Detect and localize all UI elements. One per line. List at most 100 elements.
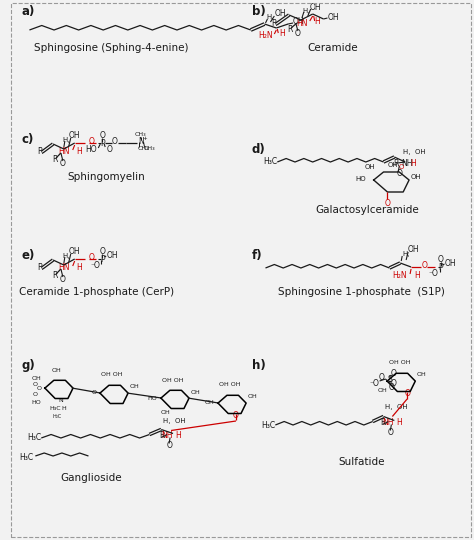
Text: R: R xyxy=(37,264,43,273)
Text: OH: OH xyxy=(106,252,118,260)
Text: H: H xyxy=(175,431,181,440)
Text: O: O xyxy=(384,199,391,207)
Text: H₃C: H₃C xyxy=(49,406,61,410)
Text: H: H xyxy=(279,30,285,38)
Text: O: O xyxy=(389,382,394,392)
Text: HO: HO xyxy=(147,395,157,401)
Text: H₂N: H₂N xyxy=(392,272,407,280)
Text: P: P xyxy=(100,254,105,264)
Text: OH: OH xyxy=(411,174,422,180)
Text: P: P xyxy=(100,138,105,147)
Text: ⁻O: ⁻O xyxy=(428,269,438,279)
Text: H₃C: H₃C xyxy=(19,454,34,462)
Text: R: R xyxy=(287,25,292,35)
Text: CH₃: CH₃ xyxy=(144,146,155,152)
Text: O: O xyxy=(32,392,37,396)
Text: O: O xyxy=(295,30,301,38)
Text: O: O xyxy=(99,132,105,140)
Text: H,: H, xyxy=(303,8,310,14)
Text: OH: OH xyxy=(445,260,456,268)
Text: OH: OH xyxy=(69,247,81,256)
Text: OH OH: OH OH xyxy=(219,382,241,388)
Text: H: H xyxy=(414,271,420,280)
Text: H: H xyxy=(62,406,66,410)
Text: OH: OH xyxy=(274,10,286,18)
Text: H: H xyxy=(77,262,82,272)
Text: O: O xyxy=(166,441,172,450)
Text: R: R xyxy=(381,418,386,427)
Text: H₃C: H₃C xyxy=(262,421,276,429)
Text: Sphingomyelin: Sphingomyelin xyxy=(67,172,145,182)
Text: CH₃: CH₃ xyxy=(137,146,149,152)
Text: H: H xyxy=(315,17,320,26)
Text: H₃C: H₃C xyxy=(264,158,278,166)
Text: Sphingosine 1-phosphate  (S1P): Sphingosine 1-phosphate (S1P) xyxy=(278,287,445,297)
Text: e): e) xyxy=(22,248,35,261)
Text: O: O xyxy=(36,387,41,392)
Text: H,: H, xyxy=(402,251,410,257)
Text: c): c) xyxy=(22,133,34,146)
Text: ⁻O: ⁻O xyxy=(370,379,380,388)
Text: P: P xyxy=(438,262,443,272)
Text: Sulfatide: Sulfatide xyxy=(338,457,385,467)
Text: HO: HO xyxy=(86,145,97,153)
Text: O: O xyxy=(60,159,66,168)
Text: OH: OH xyxy=(248,395,257,400)
Text: OH: OH xyxy=(130,384,139,389)
Text: HN: HN xyxy=(58,264,70,273)
Text: R: R xyxy=(37,147,43,157)
Text: HN: HN xyxy=(58,147,70,157)
Text: O: O xyxy=(106,145,112,153)
Text: O: O xyxy=(422,260,428,269)
Text: OH: OH xyxy=(52,368,62,373)
Text: H,: H, xyxy=(266,14,274,20)
Text: O: O xyxy=(233,411,239,421)
Text: O: O xyxy=(438,255,444,265)
Text: O: O xyxy=(404,389,410,399)
Text: h): h) xyxy=(252,359,265,372)
Text: H: H xyxy=(396,418,402,427)
Text: R: R xyxy=(272,19,277,29)
Text: OH: OH xyxy=(328,12,339,22)
Text: S: S xyxy=(387,375,392,383)
Text: O: O xyxy=(99,247,105,256)
Text: H,  OH: H, OH xyxy=(385,404,408,410)
Text: H,  OH: H, OH xyxy=(403,149,426,155)
Text: HO: HO xyxy=(31,400,41,404)
Text: H,: H, xyxy=(62,253,69,259)
Text: OH: OH xyxy=(191,389,201,395)
Text: OH: OH xyxy=(365,164,376,170)
Text: O: O xyxy=(89,253,94,261)
Text: OH: OH xyxy=(378,388,387,394)
Text: H: H xyxy=(410,159,416,168)
Text: OH: OH xyxy=(310,3,321,11)
Text: OH: OH xyxy=(408,246,420,254)
Text: H₃C: H₃C xyxy=(27,434,42,442)
Text: +: + xyxy=(142,136,147,140)
Text: OH: OH xyxy=(417,373,427,377)
Text: O: O xyxy=(379,373,384,381)
Text: NH: NH xyxy=(401,159,413,168)
Text: O: O xyxy=(396,170,402,179)
Text: O: O xyxy=(391,379,396,388)
Text: CH₃: CH₃ xyxy=(135,132,146,138)
Text: R: R xyxy=(393,159,399,168)
Text: HN: HN xyxy=(296,18,308,28)
Text: O: O xyxy=(112,138,118,146)
Text: Ceramide: Ceramide xyxy=(307,43,358,53)
Text: OH OH: OH OH xyxy=(389,361,410,366)
Text: OH: OH xyxy=(69,132,81,140)
Text: H₃C: H₃C xyxy=(53,414,62,418)
Text: d): d) xyxy=(252,144,265,157)
Text: a): a) xyxy=(22,5,35,18)
Text: O: O xyxy=(387,428,393,437)
Text: Sphingosine (Sphing-4-enine): Sphingosine (Sphing-4-enine) xyxy=(34,43,188,53)
Text: R: R xyxy=(52,154,57,164)
Text: OH: OH xyxy=(293,17,305,26)
Text: O: O xyxy=(399,164,404,170)
Text: ⁻O: ⁻O xyxy=(91,261,100,271)
Text: H: H xyxy=(77,146,82,156)
Text: Ganglioside: Ganglioside xyxy=(61,473,122,483)
Text: H,  OH: H, OH xyxy=(163,417,186,423)
Text: N: N xyxy=(139,137,145,145)
